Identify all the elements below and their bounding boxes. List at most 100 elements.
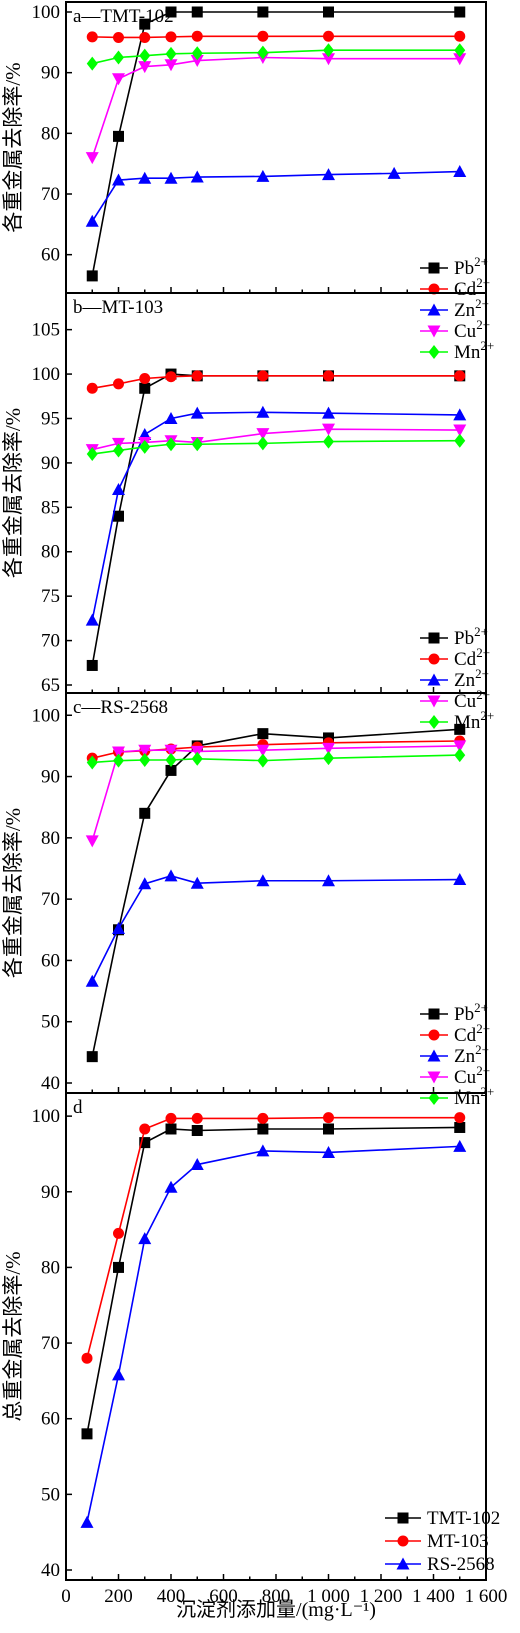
x-tick-label: 600 bbox=[209, 1586, 238, 1607]
legend-label: MT-103 bbox=[427, 1531, 489, 1552]
series-cd bbox=[86, 370, 466, 394]
y-tick-label: 60 bbox=[41, 950, 60, 971]
data-point bbox=[454, 723, 466, 735]
data-point bbox=[138, 171, 152, 184]
legend-marker bbox=[427, 1071, 441, 1084]
data-point bbox=[323, 6, 334, 18]
data-point bbox=[85, 613, 99, 626]
legend-marker bbox=[397, 1512, 409, 1524]
data-point bbox=[112, 746, 125, 759]
data-point bbox=[256, 744, 270, 757]
data-point bbox=[191, 370, 203, 382]
y-tick-label: 65 bbox=[41, 675, 60, 696]
data-point bbox=[165, 764, 177, 776]
y-tick-label: 50 bbox=[41, 1484, 60, 1505]
legend-label: RS-2568 bbox=[427, 1554, 495, 1575]
x-tick-label: 1 400 bbox=[412, 1586, 455, 1607]
data-point bbox=[454, 433, 466, 448]
data-point bbox=[86, 659, 98, 671]
series-mt-103 bbox=[81, 1112, 466, 1364]
panel-title: a—TMT-102 bbox=[73, 6, 174, 27]
data-point bbox=[322, 406, 335, 419]
x-tick-label: 800 bbox=[262, 1586, 291, 1607]
data-point bbox=[138, 744, 152, 757]
legend-marker bbox=[427, 303, 441, 316]
data-point bbox=[454, 370, 466, 382]
data-point bbox=[256, 1144, 270, 1157]
data-point bbox=[453, 165, 467, 178]
data-point bbox=[387, 166, 401, 179]
y-tick-label: 90 bbox=[41, 767, 60, 788]
data-point bbox=[165, 31, 177, 43]
data-point bbox=[257, 1112, 269, 1124]
series-cu bbox=[85, 740, 467, 848]
data-point bbox=[138, 1232, 152, 1245]
data-point bbox=[139, 48, 151, 63]
series-line bbox=[91, 11, 460, 277]
data-point bbox=[191, 1125, 203, 1137]
y-tick-label: 85 bbox=[41, 497, 60, 518]
legend-marker bbox=[428, 632, 440, 644]
y-tick-label: 100 bbox=[32, 2, 61, 23]
data-point bbox=[164, 744, 178, 757]
data-point bbox=[453, 424, 467, 437]
data-point bbox=[164, 59, 178, 72]
y-tick-label: 40 bbox=[41, 1560, 60, 1581]
data-point bbox=[453, 1139, 467, 1152]
data-point bbox=[453, 408, 467, 421]
data-point bbox=[323, 751, 334, 766]
legend-marker bbox=[428, 653, 440, 665]
data-point bbox=[86, 31, 98, 43]
legend: Pb2+Cd2+Zn2+Cu2+Mn2+ bbox=[420, 624, 494, 733]
panel-1: 60 70 80 90 100 a—TMT-102 各重金属去除率/% Pb2+Cd2+Zn2… bbox=[1, 1, 494, 363]
legend-label: Cu2+ bbox=[454, 1063, 490, 1088]
panel-2: 65 70 75 80 85 90 95 100 105 b—MT-103 各重金属去除率/% Pb2… bbox=[1, 292, 494, 733]
legend-marker bbox=[428, 283, 440, 295]
data-point bbox=[257, 30, 269, 42]
series-line bbox=[91, 373, 460, 666]
legend-label: Cd2+ bbox=[454, 645, 490, 670]
data-point bbox=[139, 18, 151, 30]
data-point bbox=[191, 1112, 203, 1124]
data-point bbox=[139, 1137, 151, 1149]
data-point bbox=[190, 170, 204, 183]
data-point bbox=[164, 411, 178, 424]
legend-marker bbox=[427, 695, 441, 708]
data-point bbox=[86, 382, 98, 394]
data-point bbox=[165, 1123, 177, 1135]
data-point bbox=[453, 53, 467, 66]
plot-frame bbox=[65, 292, 487, 694]
data-point bbox=[257, 753, 269, 768]
data-point bbox=[139, 439, 151, 454]
data-point bbox=[165, 753, 177, 767]
data-point bbox=[113, 130, 124, 142]
data-point bbox=[256, 169, 270, 182]
series-zn bbox=[85, 165, 467, 227]
y-tick-label: 50 bbox=[41, 1012, 60, 1033]
data-point bbox=[322, 874, 335, 887]
legend-marker bbox=[427, 325, 441, 338]
y-tick-label: 70 bbox=[41, 889, 60, 910]
legend-marker bbox=[428, 262, 440, 274]
data-point bbox=[164, 869, 178, 882]
legend-label: Mn2+ bbox=[454, 338, 494, 363]
panel-title: c—RS-2568 bbox=[73, 697, 168, 718]
data-point bbox=[454, 1121, 466, 1133]
data-point bbox=[139, 31, 151, 43]
data-point bbox=[113, 50, 124, 65]
series-line bbox=[91, 411, 460, 621]
data-point bbox=[454, 30, 466, 42]
x-tick-label: 0 bbox=[61, 1586, 71, 1607]
series-line bbox=[86, 1145, 460, 1523]
data-point bbox=[257, 728, 269, 740]
data-point bbox=[190, 1158, 204, 1171]
x-tick-label: 400 bbox=[157, 1586, 186, 1607]
legend-label: Zn2+ bbox=[454, 1042, 489, 1067]
data-point bbox=[139, 373, 151, 385]
data-point bbox=[256, 405, 270, 418]
x-axis-label: 沉淀剂添加量/(mg·L⁻¹) bbox=[176, 1598, 376, 1621]
x-tick-label: 200 bbox=[104, 1586, 133, 1607]
series-cu bbox=[85, 52, 467, 165]
y-tick-label: 70 bbox=[41, 1333, 60, 1354]
data-point bbox=[323, 1112, 334, 1124]
